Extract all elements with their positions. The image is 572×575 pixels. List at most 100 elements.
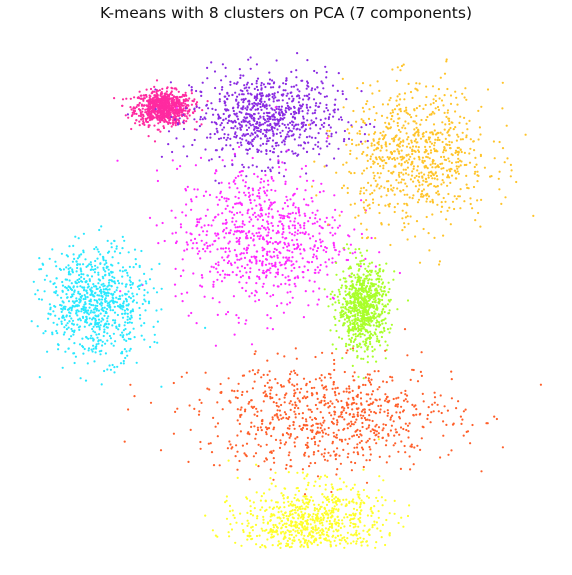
point-cluster-5 (369, 292, 372, 295)
point-cluster-2 (215, 170, 218, 173)
point-cluster-1 (265, 94, 268, 97)
point-cluster-5 (359, 314, 362, 317)
point-cluster-5 (364, 311, 367, 314)
point-cluster-2 (276, 242, 279, 245)
point-cluster-5 (372, 298, 375, 301)
point-cluster-3 (395, 99, 398, 102)
point-cluster-2 (222, 230, 225, 233)
point-cluster-4 (103, 306, 106, 309)
point-cluster-1 (170, 115, 173, 118)
point-cluster-2 (236, 266, 239, 269)
point-cluster-5 (340, 284, 344, 287)
point-cluster-4 (97, 315, 100, 318)
point-cluster-2 (306, 260, 309, 263)
point-cluster-4 (124, 356, 127, 360)
point-cluster-5 (347, 325, 350, 328)
point-cluster-1 (167, 130, 171, 133)
point-cluster-2 (304, 189, 307, 192)
point-cluster-2 (248, 198, 252, 201)
point-cluster-3 (429, 103, 432, 106)
point-cluster-3 (474, 156, 477, 159)
point-cluster-0 (138, 124, 141, 127)
point-cluster-2 (318, 191, 322, 194)
point-cluster-3 (399, 110, 402, 113)
point-cluster-5 (354, 335, 357, 338)
point-cluster-6 (359, 429, 362, 432)
point-cluster-1 (254, 126, 257, 129)
point-cluster-2 (256, 275, 259, 278)
point-cluster-4 (72, 323, 75, 326)
point-cluster-3 (448, 119, 451, 123)
point-cluster-3 (505, 124, 508, 127)
point-cluster-1 (275, 132, 278, 135)
point-cluster-5 (356, 354, 359, 358)
point-cluster-3 (361, 152, 364, 155)
point-cluster-1 (273, 118, 277, 121)
point-cluster-4 (52, 321, 55, 324)
point-cluster-1 (315, 102, 318, 105)
point-cluster-1 (265, 149, 268, 153)
point-cluster-5 (333, 315, 336, 318)
point-cluster-5 (362, 282, 365, 285)
point-cluster-1 (326, 145, 329, 148)
point-cluster-2 (192, 242, 195, 245)
point-cluster-1 (305, 172, 308, 175)
point-cluster-1 (227, 109, 230, 112)
point-cluster-4 (97, 342, 100, 345)
point-cluster-5 (376, 337, 379, 340)
point-cluster-3 (442, 151, 445, 154)
point-cluster-2 (260, 206, 263, 210)
point-cluster-4 (96, 266, 99, 269)
point-cluster-2 (286, 258, 289, 261)
point-cluster-1 (279, 131, 282, 134)
point-cluster-2 (259, 215, 262, 218)
point-cluster-0 (193, 128, 196, 131)
point-cluster-1 (292, 133, 295, 136)
point-cluster-4 (112, 344, 115, 347)
point-cluster-3 (361, 142, 364, 145)
point-cluster-0 (175, 118, 178, 121)
point-cluster-1 (210, 158, 213, 161)
point-cluster-3 (425, 130, 428, 133)
point-cluster-2 (299, 252, 302, 255)
point-cluster-3 (360, 222, 363, 225)
point-cluster-3 (424, 145, 427, 148)
point-cluster-1 (283, 116, 286, 119)
point-cluster-4 (102, 285, 105, 288)
point-cluster-3 (376, 183, 379, 186)
point-cluster-0 (164, 107, 167, 110)
point-cluster-3 (403, 156, 406, 159)
point-cluster-5 (384, 340, 387, 343)
point-cluster-2 (298, 266, 301, 269)
point-cluster-2 (236, 229, 239, 232)
point-cluster-4 (99, 339, 102, 342)
point-cluster-5 (368, 293, 371, 296)
point-cluster-5 (362, 357, 365, 360)
point-cluster-1 (272, 134, 275, 137)
point-cluster-1 (266, 137, 269, 140)
point-cluster-0 (143, 123, 146, 126)
point-cluster-3 (393, 210, 396, 214)
point-cluster-2 (294, 206, 297, 209)
point-cluster-6 (357, 453, 360, 456)
point-cluster-3 (407, 142, 410, 145)
point-cluster-1 (273, 109, 276, 112)
point-cluster-2 (252, 234, 256, 237)
point-cluster-2 (245, 251, 249, 254)
point-cluster-5 (359, 300, 362, 303)
point-cluster-6 (319, 411, 322, 414)
point-cluster-5 (355, 343, 359, 346)
point-cluster-3 (429, 182, 433, 185)
point-cluster-0 (158, 89, 161, 92)
point-cluster-3 (378, 211, 381, 215)
point-cluster-0 (161, 87, 164, 90)
point-cluster-3 (404, 168, 407, 171)
point-cluster-5 (354, 332, 357, 336)
point-cluster-2 (248, 277, 251, 280)
point-cluster-4 (65, 324, 68, 327)
point-cluster-3 (388, 202, 391, 205)
point-cluster-3 (441, 173, 444, 176)
point-cluster-1 (263, 121, 267, 124)
point-cluster-1 (373, 125, 376, 128)
point-cluster-3 (461, 138, 464, 141)
